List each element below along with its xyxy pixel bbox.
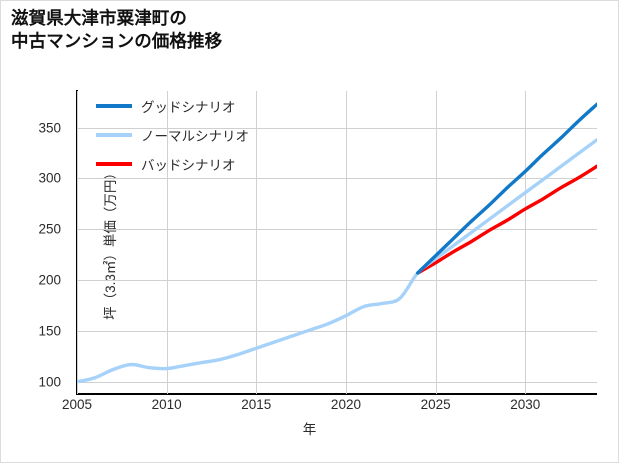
y-gridline xyxy=(77,381,597,383)
legend-item-good[interactable]: グッドシナリオ xyxy=(96,96,249,116)
legend-label-bad: バッドシナリオ xyxy=(141,158,236,173)
y-gridline xyxy=(77,229,597,231)
chart-legend: グッドシナリオ ノーマルシナリオ バッドシナリオ xyxy=(96,96,249,174)
legend-swatch-bad xyxy=(96,162,132,166)
plot-area: 坪（3.3㎡）単価（万円） xyxy=(77,91,597,394)
y-tick-label: 200 xyxy=(38,272,61,288)
y-tick-label: 150 xyxy=(38,323,61,339)
x-gridline xyxy=(77,91,78,394)
y-gridline xyxy=(77,330,597,332)
y-gridline xyxy=(77,127,597,129)
chart-title: 滋賀県大津市粟津町の 中古マンションの価格推移 xyxy=(11,8,223,51)
legend-swatch-normal xyxy=(96,133,132,137)
x-tick-label: 2025 xyxy=(420,397,451,412)
series-line xyxy=(77,138,597,384)
x-axis-spine xyxy=(76,393,597,395)
x-tick-label: 2020 xyxy=(330,397,361,412)
x-gridline xyxy=(345,91,347,394)
legend-item-normal[interactable]: ノーマルシナリオ xyxy=(96,125,249,145)
y-tick-label: 250 xyxy=(38,221,61,237)
x-gridline xyxy=(166,91,168,394)
x-gridline xyxy=(256,91,258,394)
y-gridline xyxy=(77,280,597,282)
legend-label-good: グッドシナリオ xyxy=(141,100,236,115)
legend-swatch-good xyxy=(96,104,132,108)
x-gridline xyxy=(435,91,437,394)
legend-item-bad[interactable]: バッドシナリオ xyxy=(96,154,249,174)
series-line xyxy=(415,102,597,275)
x-tick-label: 2015 xyxy=(241,397,272,412)
x-axis-title: 年 xyxy=(302,422,317,437)
x-tick-label: 2030 xyxy=(510,397,541,412)
chart-lines xyxy=(77,102,597,384)
y-tick-label: 300 xyxy=(38,170,61,186)
x-gridline xyxy=(525,91,527,394)
y-tick-label: 100 xyxy=(38,374,61,390)
x-tick-label: 2005 xyxy=(61,397,93,412)
y-tick-label: 350 xyxy=(38,120,61,136)
y-gridline xyxy=(77,178,597,180)
legend-label-normal: ノーマルシナリオ xyxy=(141,129,249,144)
x-tick-label: 2010 xyxy=(151,397,182,412)
series-line xyxy=(415,164,597,275)
